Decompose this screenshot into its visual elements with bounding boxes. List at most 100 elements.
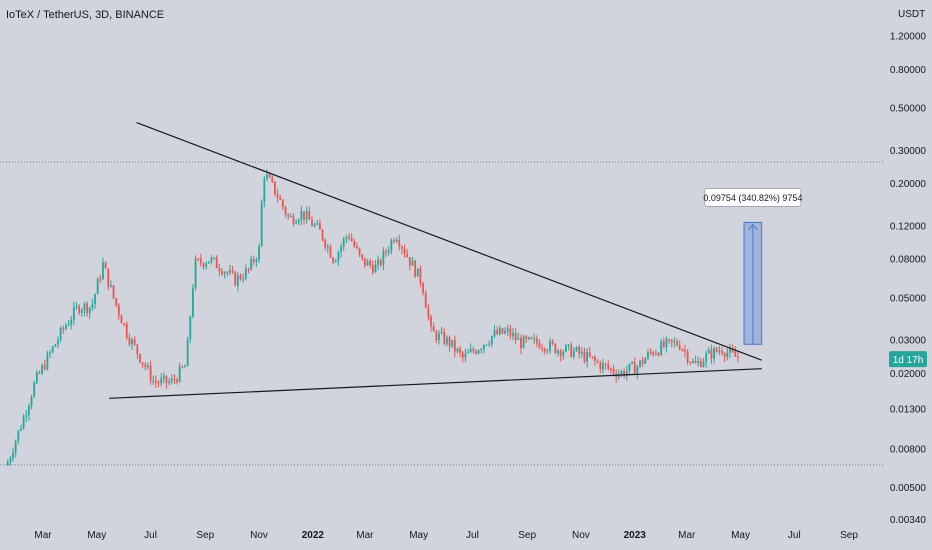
time-tick-label: May xyxy=(409,530,428,541)
candle xyxy=(218,263,221,277)
candle xyxy=(461,350,464,363)
candle xyxy=(30,394,33,410)
price-axis[interactable]: 1.20000 0.80000 0.50000 0.30000 0.20000 0.120… xyxy=(889,32,927,527)
time-tick-label: 2022 xyxy=(302,530,325,541)
time-tick-label: Nov xyxy=(572,530,590,541)
candle xyxy=(713,345,715,364)
candle xyxy=(676,338,678,347)
time-tick-label: Nov xyxy=(250,530,268,541)
candle xyxy=(623,368,626,379)
time-axis[interactable]: Mar May Jul Sep Nov 2022 Mar May Jul Sep Nov 2023 Ma… xyxy=(34,530,858,541)
candle xyxy=(300,205,303,226)
candle xyxy=(170,374,173,385)
time-tick-label: 2023 xyxy=(624,530,647,541)
candle xyxy=(694,355,697,364)
candle xyxy=(281,198,284,211)
candle xyxy=(202,262,205,270)
candle xyxy=(721,346,723,356)
candle xyxy=(289,213,292,218)
ascending-trendline[interactable] xyxy=(109,368,762,399)
candle xyxy=(723,352,726,363)
candle xyxy=(192,284,194,319)
candle xyxy=(678,340,681,351)
candle xyxy=(33,380,36,399)
candle xyxy=(181,365,184,369)
candle xyxy=(104,261,107,269)
candle xyxy=(102,257,104,281)
candle xyxy=(258,243,260,263)
candle xyxy=(644,356,647,365)
candle xyxy=(59,326,62,343)
candle xyxy=(12,448,14,462)
candle xyxy=(522,334,525,349)
candle xyxy=(596,359,599,364)
candle xyxy=(501,327,504,335)
candle xyxy=(432,322,435,332)
candle xyxy=(27,403,30,421)
candle xyxy=(472,346,475,354)
candle xyxy=(6,459,9,466)
candle xyxy=(657,351,660,357)
candle xyxy=(538,339,541,350)
candle xyxy=(686,349,689,366)
candle xyxy=(369,258,372,269)
candle xyxy=(594,355,596,366)
candle xyxy=(313,222,316,228)
time-tick-label: Mar xyxy=(356,530,374,541)
candle xyxy=(702,357,705,368)
measure-tool[interactable]: 0.09754 (340.82%) 9754 xyxy=(703,188,802,345)
candle xyxy=(533,333,536,344)
candle xyxy=(570,342,573,358)
candle xyxy=(242,273,245,283)
candle xyxy=(459,345,462,358)
candle xyxy=(652,350,655,357)
descending-trendline[interactable] xyxy=(136,121,762,361)
candle xyxy=(559,348,562,362)
candle xyxy=(684,344,686,358)
candle xyxy=(141,362,144,368)
candle xyxy=(22,413,25,430)
price-tick-label: 0.00800 xyxy=(890,445,927,456)
candle xyxy=(385,248,387,258)
trendlines[interactable] xyxy=(109,121,762,399)
candle xyxy=(86,301,88,317)
candle xyxy=(401,245,403,255)
candle xyxy=(504,327,506,335)
candle xyxy=(673,337,676,348)
candle xyxy=(572,347,575,360)
candle xyxy=(660,339,663,357)
candle xyxy=(165,375,168,389)
price-tick-label: 0.80000 xyxy=(890,65,927,76)
candle xyxy=(408,257,411,271)
candle xyxy=(67,320,70,327)
candle xyxy=(226,271,229,277)
candle xyxy=(46,350,49,371)
candle xyxy=(128,333,131,348)
candle xyxy=(115,297,118,308)
candle xyxy=(49,349,51,359)
candle xyxy=(91,299,94,311)
candle xyxy=(316,219,319,226)
candles xyxy=(6,169,739,466)
candle xyxy=(681,348,684,352)
candle xyxy=(229,264,231,276)
candle xyxy=(586,348,588,368)
candle xyxy=(483,344,485,354)
candle xyxy=(197,257,200,261)
candle xyxy=(75,302,78,311)
candle xyxy=(326,243,329,254)
price-tick-label: 0.02000 xyxy=(890,369,927,380)
candle xyxy=(535,335,538,348)
candle xyxy=(551,339,554,346)
candle xyxy=(51,345,54,354)
candle xyxy=(311,216,313,227)
candle xyxy=(602,358,604,374)
candle xyxy=(308,206,311,220)
candle xyxy=(266,169,268,181)
price-tick-label: 0.08000 xyxy=(890,255,927,266)
candle xyxy=(337,250,340,266)
candle xyxy=(710,344,713,364)
candle xyxy=(475,349,477,356)
candle xyxy=(440,327,443,335)
